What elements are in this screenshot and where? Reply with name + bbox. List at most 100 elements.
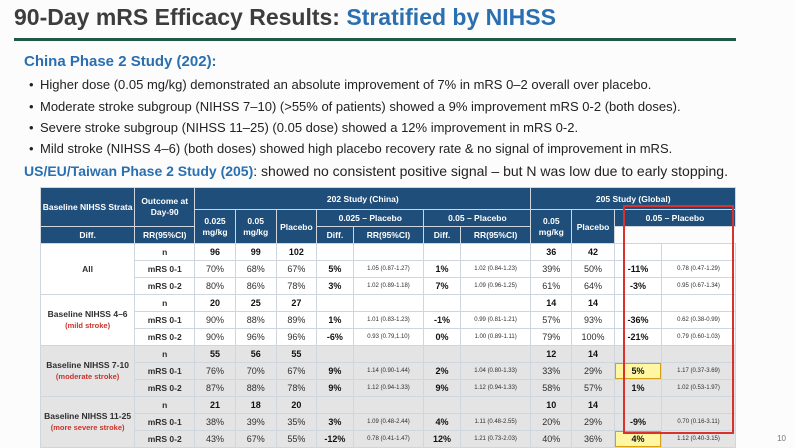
outcome-label: n	[134, 243, 196, 261]
header-diff: Diff.	[39, 226, 136, 244]
table-cell: 96%	[275, 328, 318, 346]
table-cell: 1.09 (0.48-2.44)	[352, 413, 425, 431]
table-cell: 9%	[316, 379, 354, 397]
table-cell: 55	[275, 345, 318, 363]
table-cell	[423, 294, 461, 312]
table-cell: 67%	[275, 260, 318, 278]
table-cell	[352, 396, 425, 414]
table-cell: 12%	[423, 430, 461, 448]
table-cell: 1.02 (0.89-1.18)	[352, 277, 425, 295]
table-cell: 61%	[530, 277, 573, 295]
table-row: mRS 0-2 43% 67% 55% -12% 0.78 (0.41-1.47) 12% 1…	[40, 430, 736, 448]
table-cell: 1.02 (0.84-1.23)	[459, 260, 532, 278]
table-cell	[352, 294, 425, 312]
table-cell: 1.01 (0.83-1.23)	[352, 311, 425, 329]
table-cell: 0.93 (0.79,1.10)	[352, 328, 425, 346]
bullet-1: Higher dose (0.05 mg/kg) demonstrated an…	[29, 77, 651, 92]
outcome-label: mRS 0-1	[134, 260, 196, 278]
table-cell	[459, 396, 532, 414]
table-cell: 10	[530, 396, 573, 414]
table-cell: 67%	[234, 430, 277, 448]
table-cell: 43%	[194, 430, 236, 448]
table-cell: 36%	[571, 430, 615, 448]
outcome-label: mRS 0-1	[134, 311, 196, 329]
table-cell	[661, 345, 736, 363]
table-cell: 35%	[275, 413, 318, 431]
table-cell: 14	[571, 345, 615, 363]
table-cell: 29%	[571, 413, 615, 431]
table-cell: 67%	[275, 362, 318, 380]
table-cell: 14	[571, 294, 615, 312]
table-cell: 99	[234, 243, 277, 261]
table-body: All n 96 99 102 36 42 mRS 0-1 70% 68% 67% 5% 1.05 (0…	[39, 243, 736, 448]
table-cell: 20%	[530, 413, 573, 431]
table-cell: -21%	[613, 328, 663, 346]
strata-name: Baseline NIHSS 7-10	[46, 360, 129, 370]
table-cell	[423, 396, 461, 414]
title-part-1: 90-Day mRS Efficacy Results:	[14, 4, 347, 30]
table-cell: -1%	[423, 311, 461, 329]
header-205-dose-05: 0.05 mg/kg	[530, 209, 573, 244]
header-rr: RR(95%CI)	[459, 226, 532, 244]
table-cell: 1.09 (0.96-1.25)	[459, 277, 532, 295]
table-cell: 3%	[316, 413, 354, 431]
table-cell: 70%	[194, 260, 236, 278]
table-cell: 86%	[234, 277, 277, 295]
table-cell	[316, 345, 354, 363]
bullet-3: Severe stroke subgroup (NIHSS 11–25) (0.…	[29, 120, 578, 135]
strata-subtitle: (mild stroke)	[65, 321, 111, 330]
table-cell: -11%	[613, 260, 663, 278]
table-cell: 27	[275, 294, 318, 312]
outcome-label: mRS 0-2	[134, 430, 196, 448]
table-cell: 1.12 (0.94-1.33)	[352, 379, 425, 397]
outcome-label: mRS 0-2	[134, 379, 196, 397]
header-study-205: 205 Study (Global)	[530, 187, 736, 210]
table-cell: 55	[194, 345, 236, 363]
table-cell: 20	[194, 294, 236, 312]
table-cell: 0.95 (0.67-1.34)	[661, 277, 736, 295]
table-row: All n 96 99 102 36 42	[39, 243, 736, 295]
table-cell: 5%	[316, 260, 354, 278]
table-cell: 1.04 (0.80-1.33)	[459, 362, 532, 380]
outcome-label: n	[134, 345, 196, 363]
header-diff: Diff.	[423, 226, 461, 244]
strata-label: Baseline NIHSS 4–6 (mild stroke)	[39, 294, 136, 346]
table-cell	[459, 345, 532, 363]
table-cell: 0.79 (0.60-1.03)	[661, 328, 736, 346]
table-cell: 76%	[194, 362, 236, 380]
header-dose-025: 0.025 mg/kg	[194, 209, 236, 244]
table-cell: 89%	[275, 311, 318, 329]
strata-name: Baseline NIHSS 11-25	[44, 411, 132, 421]
table-cell	[423, 243, 461, 261]
table-cell: 9%	[423, 379, 461, 397]
table-cell: 1.17 (0.37-3.69)	[661, 362, 736, 380]
bullet-4: Mild stroke (NIHSS 4–6) (both doses) sho…	[29, 141, 672, 156]
table-cell: 1.11 (0.48-2.55)	[459, 413, 532, 431]
table-cell	[613, 294, 663, 312]
us-study-rest: : showed no consistent positive signal –…	[253, 163, 728, 179]
table-cell: 1.12 (0.94-1.33)	[459, 379, 532, 397]
table-cell: 0%	[423, 328, 461, 346]
table-cell: 1.21 (0.73-2.03)	[459, 430, 532, 448]
table-cell: 0.78 (0.41-1.47)	[352, 430, 425, 448]
table-cell: 58%	[530, 379, 573, 397]
table-cell: 0.62 (0.38-0.99)	[661, 311, 736, 329]
table-cell	[459, 294, 532, 312]
table-row: mRS 0-1 90% 88% 89% 1% 1.01 (0.83-1.23) -1% 0.9…	[40, 311, 736, 329]
table-cell: 56	[234, 345, 277, 363]
table-cell: 1%	[316, 311, 354, 329]
header-205-placebo: Placebo	[571, 209, 615, 244]
strata-subtitle: (moderate stroke)	[55, 372, 120, 381]
table-cell: 93%	[571, 311, 615, 329]
table-cell: -36%	[613, 311, 663, 329]
table-cell: 2%	[423, 362, 461, 380]
title-part-2: Stratified by NIHSS	[346, 4, 556, 30]
table-cell	[613, 396, 663, 414]
outcome-label: mRS 0-2	[134, 277, 196, 295]
table-cell: -9%	[613, 413, 663, 431]
table-cell: 7%	[423, 277, 461, 295]
table-row: mRS 0-1 70% 68% 67% 5% 1.05 (0.87-1.27) 1% 1.02…	[40, 260, 736, 278]
header-dose-05: 0.05 mg/kg	[234, 209, 277, 244]
table-cell	[316, 243, 354, 261]
slide-title: 90-Day mRS Efficacy Results: Stratified …	[14, 4, 556, 31]
